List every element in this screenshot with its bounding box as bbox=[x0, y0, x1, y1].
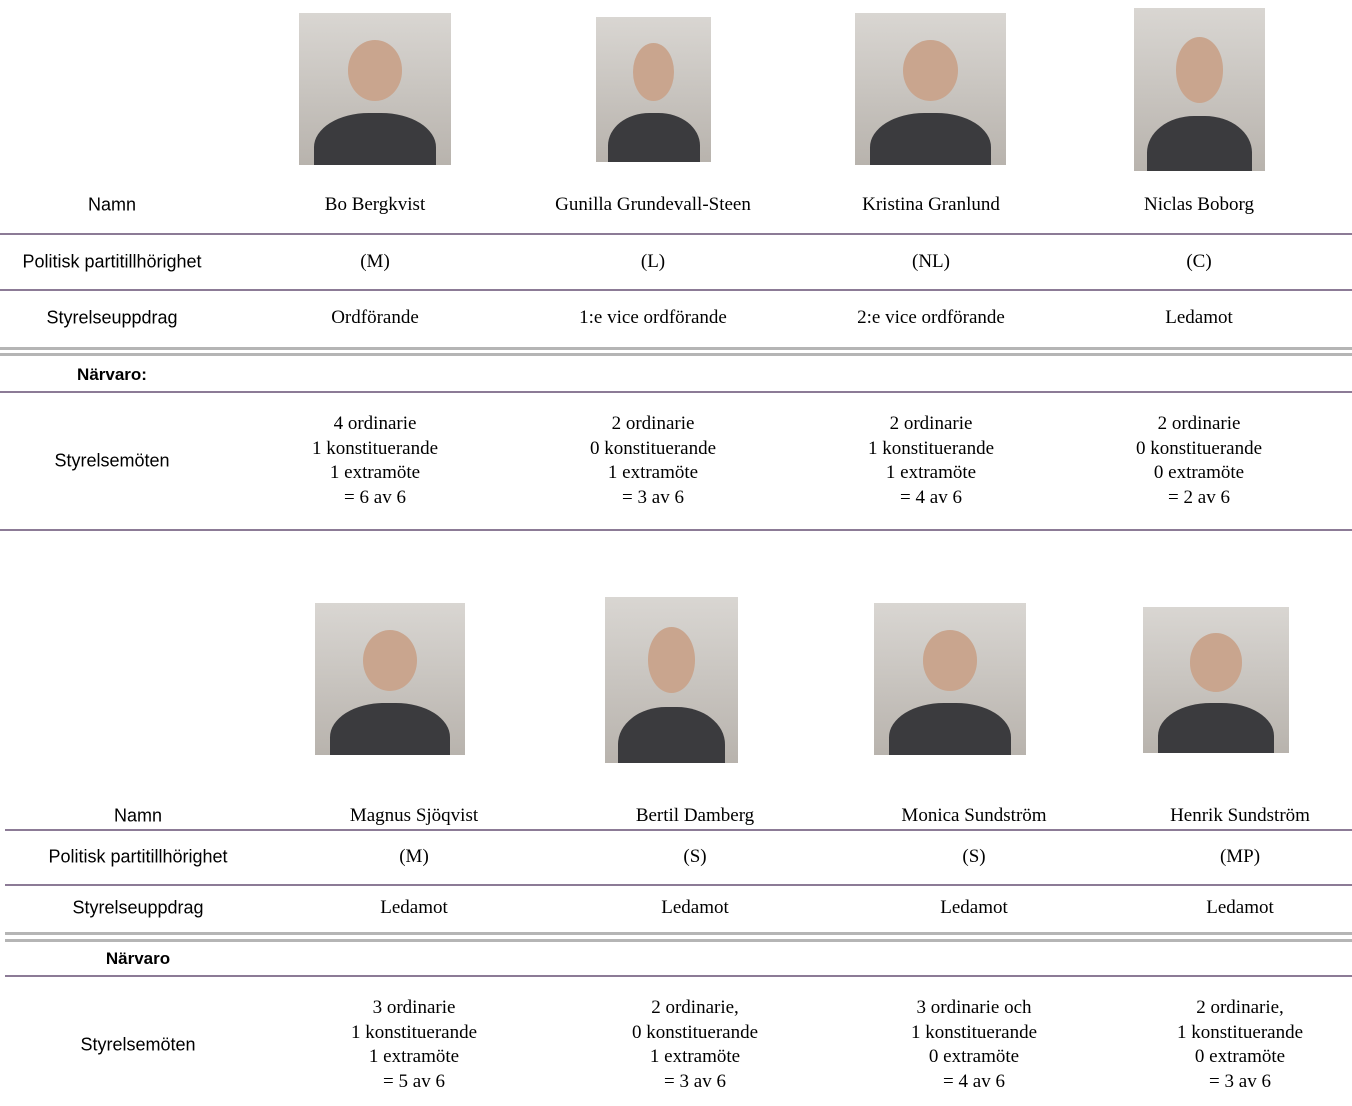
member-attendance: 2 ordinarie 1 konstituerande 1 extramöte = … bbox=[868, 412, 994, 510]
member-name: Henrik Sundström bbox=[1170, 805, 1310, 826]
member-name: Gunilla Grundevall-Steen bbox=[555, 194, 751, 215]
attendance-line: 0 extramöte bbox=[1153, 462, 1245, 483]
attendance-line: 0 konstituerande bbox=[1135, 437, 1263, 459]
member-attendance: 3 ordinarie och 1 konstituerande 0 extramö… bbox=[911, 996, 1037, 1094]
member-photo bbox=[1143, 607, 1289, 753]
member-party: (C) bbox=[1186, 250, 1212, 272]
row-label: Styrelseuppdrag bbox=[46, 307, 178, 328]
attendance-line: 0 konstituerande bbox=[631, 1021, 759, 1043]
attendance-line: 2 ordinarie bbox=[611, 413, 695, 434]
attendance-line: = 2 av 6 bbox=[1168, 486, 1230, 508]
attendance-line: 1 extramöte bbox=[329, 462, 421, 483]
row-divider bbox=[0, 529, 1352, 531]
row-label: Politisk partitillhörighet bbox=[48, 846, 228, 867]
member-attendance: 2 ordinarie, 0 konstituerande 1 extramöte =… bbox=[632, 996, 758, 1094]
member-party: (S) bbox=[683, 845, 707, 867]
member-name: Kristina Granlund bbox=[862, 194, 1000, 215]
attendance-line: = 3 av 6 bbox=[622, 486, 684, 508]
double-divider bbox=[5, 939, 1352, 942]
attendance-line: = 6 av 6 bbox=[344, 486, 406, 508]
member-attendance: 2 ordinarie 0 konstituerande 0 extramöte = … bbox=[1136, 412, 1262, 510]
member-party: (L) bbox=[640, 250, 666, 272]
member-party: (S) bbox=[962, 845, 986, 867]
double-divider bbox=[5, 932, 1352, 935]
member-attendance: 3 ordinarie 1 konstituerande 1 extramöte = … bbox=[351, 996, 477, 1094]
row-divider bbox=[5, 884, 1352, 886]
member-role: Ledamot bbox=[380, 896, 448, 918]
member-name: Monica Sundström bbox=[901, 805, 1047, 826]
attendance-line: 3 ordinarie bbox=[372, 997, 456, 1018]
member-party: (MP) bbox=[1219, 845, 1261, 867]
member-photo bbox=[874, 603, 1026, 755]
attendance-line: 1 konstituerande bbox=[910, 1021, 1038, 1043]
member-attendance: 2 ordinarie 0 konstituerande 1 extramöte = … bbox=[590, 412, 716, 510]
member-photo bbox=[605, 597, 738, 763]
row-divider bbox=[5, 975, 1352, 977]
row-label: Styrelseuppdrag bbox=[72, 897, 204, 918]
attendance-line: 0 extramöte bbox=[928, 1046, 1020, 1067]
row-divider bbox=[0, 289, 1352, 291]
attendance-line: 1 konstituerande bbox=[867, 437, 995, 459]
row-label: Styrelsemöten bbox=[80, 1034, 196, 1055]
attendance-line: 3 ordinarie och bbox=[916, 997, 1032, 1018]
member-role: Ledamot bbox=[1165, 306, 1233, 328]
member-name: Magnus Sjöqvist bbox=[349, 805, 479, 826]
attendance-line: = 4 av 6 bbox=[943, 1070, 1005, 1092]
attendance-line: 4 ordinarie bbox=[333, 413, 417, 434]
attendance-line: 2 ordinarie bbox=[1157, 413, 1241, 434]
row-label: Namn bbox=[87, 194, 137, 215]
attendance-line: 1 extramöte bbox=[649, 1046, 741, 1067]
row-divider bbox=[5, 829, 1352, 831]
double-divider bbox=[0, 347, 1352, 350]
member-attendance: 2 ordinarie, 1 konstituerande 0 extramöte =… bbox=[1177, 996, 1303, 1094]
row-label: Närvaro bbox=[105, 949, 171, 968]
row-label: Närvaro: bbox=[77, 365, 147, 384]
row-label: Styrelsemöten bbox=[54, 450, 170, 471]
member-role: 2:e vice ordförande bbox=[857, 306, 1005, 328]
attendance-line: = 3 av 6 bbox=[664, 1070, 726, 1092]
attendance-line: 2 ordinarie bbox=[889, 413, 973, 434]
attendance-line: 1 extramöte bbox=[607, 462, 699, 483]
attendance-line: 1 extramöte bbox=[368, 1046, 460, 1067]
member-party: (NL) bbox=[912, 250, 950, 272]
member-role: Ledamot bbox=[1206, 896, 1274, 918]
attendance-line: 0 extramöte bbox=[1194, 1046, 1286, 1067]
member-party: (M) bbox=[360, 250, 390, 272]
member-photo bbox=[596, 17, 711, 162]
attendance-line: 0 konstituerande bbox=[589, 437, 717, 459]
member-role: Ledamot bbox=[661, 896, 729, 918]
member-name: Bertil Damberg bbox=[635, 805, 755, 826]
attendance-line: = 3 av 6 bbox=[1209, 1070, 1271, 1092]
member-photo bbox=[855, 13, 1006, 165]
double-divider bbox=[0, 353, 1352, 356]
member-photo bbox=[299, 13, 451, 165]
row-divider bbox=[0, 391, 1352, 393]
attendance-line: 2 ordinarie, bbox=[651, 997, 739, 1018]
row-label: Namn bbox=[113, 805, 163, 826]
attendance-line: 1 konstituerande bbox=[311, 437, 439, 459]
attendance-line: 1 konstituerande bbox=[1176, 1021, 1304, 1043]
member-role: 1:e vice ordförande bbox=[579, 306, 727, 328]
member-photo bbox=[315, 603, 465, 755]
row-divider bbox=[0, 233, 1352, 235]
member-attendance: 4 ordinarie 1 konstituerande 1 extramöte = … bbox=[312, 412, 438, 510]
member-party: (M) bbox=[399, 845, 429, 867]
member-role: Ordförande bbox=[331, 306, 419, 328]
attendance-line: 1 konstituerande bbox=[350, 1021, 478, 1043]
member-name: Bo Bergkvist bbox=[324, 194, 426, 215]
member-role: Ledamot bbox=[940, 896, 1008, 918]
attendance-line: = 4 av 6 bbox=[900, 486, 962, 508]
member-photo bbox=[1134, 8, 1265, 171]
attendance-line: 2 ordinarie, bbox=[1196, 997, 1284, 1018]
attendance-line: 1 extramöte bbox=[885, 462, 977, 483]
attendance-line: = 5 av 6 bbox=[383, 1070, 445, 1092]
row-label: Politisk partitillhörighet bbox=[22, 251, 202, 272]
member-name: Niclas Boborg bbox=[1144, 194, 1254, 215]
